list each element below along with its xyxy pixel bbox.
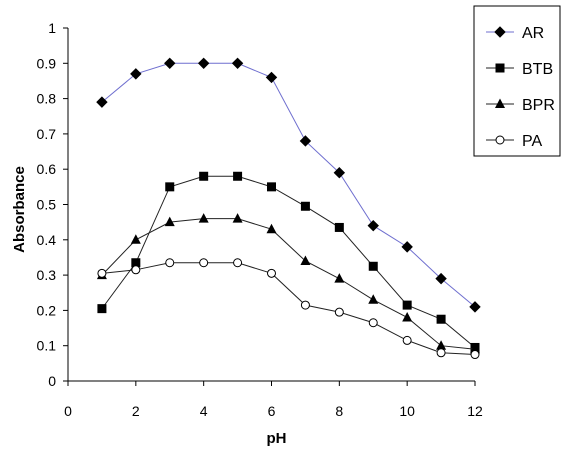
data-point-pa (233, 258, 243, 268)
series-line-ar (101, 62, 476, 308)
data-point-pa (368, 318, 378, 328)
data-point-pa (199, 258, 209, 268)
data-point-btb (300, 201, 310, 211)
data-point-btb (165, 182, 175, 192)
data-point-ar (333, 167, 346, 179)
data-point-btb (131, 258, 141, 268)
data-point-btb (368, 261, 378, 271)
y-tick-label: 0.2 (37, 302, 57, 318)
legend-label: BPR (522, 97, 555, 114)
x-tick-label: 6 (268, 403, 276, 419)
data-point-pa (300, 300, 310, 310)
data-point-pa (436, 348, 446, 358)
data-point-bpr (368, 294, 379, 304)
data-point-ar (197, 57, 210, 70)
data-point-ar (469, 301, 481, 313)
y-tick-label: 0.9 (37, 55, 57, 71)
data-point-ar (435, 272, 447, 285)
series-line-btb (101, 175, 476, 348)
data-point-btb (436, 314, 446, 324)
legend-box (473, 5, 561, 157)
data-point-ar (164, 57, 176, 70)
x-axis-title: pH (267, 430, 287, 447)
data-point-bpr (266, 223, 277, 234)
legend-item-bpr: BPR (486, 97, 555, 114)
legend-marker (495, 63, 505, 73)
legend-marker (495, 98, 505, 108)
data-point-btb (233, 171, 243, 181)
data-point-bpr (300, 255, 311, 265)
data-point-btb (402, 300, 412, 310)
x-tick-label: 12 (467, 403, 483, 419)
x-tick-label: 2 (132, 403, 140, 419)
x-tick-label: 0 (64, 403, 72, 419)
data-point-bpr (402, 311, 413, 322)
data-point-pa (267, 268, 276, 278)
x-tick-label: 8 (335, 403, 343, 419)
series-line-pa (101, 262, 476, 356)
data-point-ar (265, 71, 278, 84)
data-point-bpr (334, 273, 345, 283)
series-layer (96, 57, 481, 360)
legend-label: PA (522, 133, 542, 150)
data-point-pa (402, 335, 412, 345)
data-point-ar (130, 68, 142, 80)
x-tick-label: 4 (200, 403, 208, 419)
y-tick-label: 0.6 (37, 161, 57, 177)
data-point-bpr (232, 213, 243, 223)
series-bpr (96, 213, 480, 354)
x-tick-label: 10 (399, 403, 415, 419)
data-point-bpr (164, 216, 175, 227)
y-tick-label: 0.7 (37, 126, 57, 142)
data-point-pa (470, 350, 480, 360)
data-point-ar (231, 57, 244, 70)
data-point-btb (199, 171, 209, 181)
data-point-ar (299, 135, 312, 147)
y-tick-label: 1 (48, 20, 56, 36)
data-point-pa (131, 265, 141, 275)
data-point-ar (401, 241, 413, 253)
legend-item-pa: PA (486, 133, 542, 150)
legend-marker (495, 135, 505, 145)
axis-ticks: 00.10.20.30.40.50.60.70.80.910 2 4 6 8 10 12 (37, 20, 483, 419)
y-axis-title: Absorbance (11, 166, 28, 253)
y-tick-label: 0.8 (37, 91, 57, 107)
legend-item-ar: AR (486, 25, 544, 42)
series-pa (97, 258, 480, 360)
data-point-pa (165, 258, 175, 268)
legend-label: AR (522, 25, 544, 42)
data-point-btb (334, 222, 344, 232)
chart-legend: AR BTB BPR PA (473, 5, 561, 157)
y-tick-label: 0 (48, 373, 56, 389)
data-point-bpr (436, 340, 447, 350)
y-tick-label: 0.1 (37, 338, 57, 354)
y-tick-label: 0.3 (37, 267, 57, 283)
data-point-pa (334, 307, 344, 317)
series-ar (96, 57, 481, 313)
series-line-bpr (101, 218, 476, 350)
legend-label: BTB (522, 61, 553, 78)
data-point-btb (267, 182, 276, 192)
data-point-ar (367, 219, 379, 232)
legend-marker (494, 26, 506, 38)
data-point-btb (97, 304, 107, 314)
series-btb (97, 171, 480, 352)
data-point-pa (97, 268, 107, 278)
y-tick-label: 0.4 (37, 232, 57, 248)
legend-item-btb: BTB (486, 61, 553, 78)
y-tick-label: 0.5 (37, 197, 57, 213)
data-point-bpr (198, 213, 209, 223)
data-point-ar (96, 96, 108, 108)
data-point-bpr (130, 234, 141, 244)
